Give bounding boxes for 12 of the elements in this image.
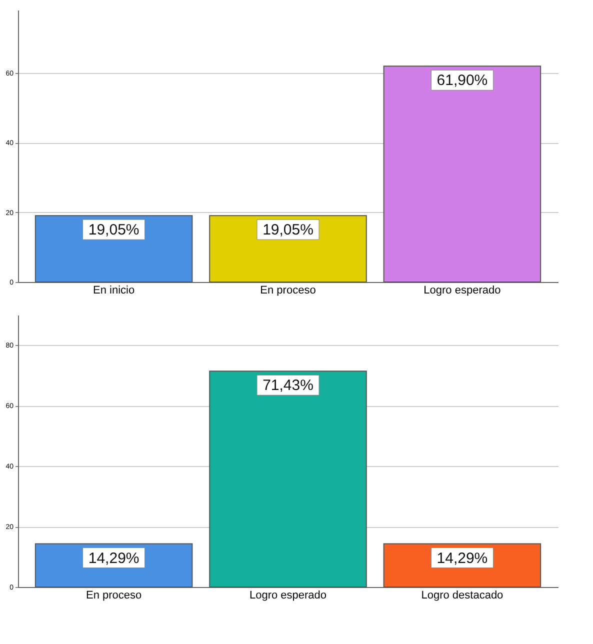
data-label: 14,29% [436,550,488,567]
x-tick-label: Logro destacado [421,590,504,602]
x-tick-label: En proceso [86,590,142,602]
x-tick-label: En proceso [260,284,316,296]
data-label: 19,05% [88,222,140,239]
data-label: 14,29% [88,550,140,567]
x-tick-label: En inicio [93,284,135,296]
x-tick-label: Logro esperado [249,590,327,602]
x-tick-label: Logro esperado [424,284,501,296]
data-label: 19,05% [262,222,314,239]
data-label: 71,43% [262,377,314,394]
data-label: 61,90% [436,72,488,90]
